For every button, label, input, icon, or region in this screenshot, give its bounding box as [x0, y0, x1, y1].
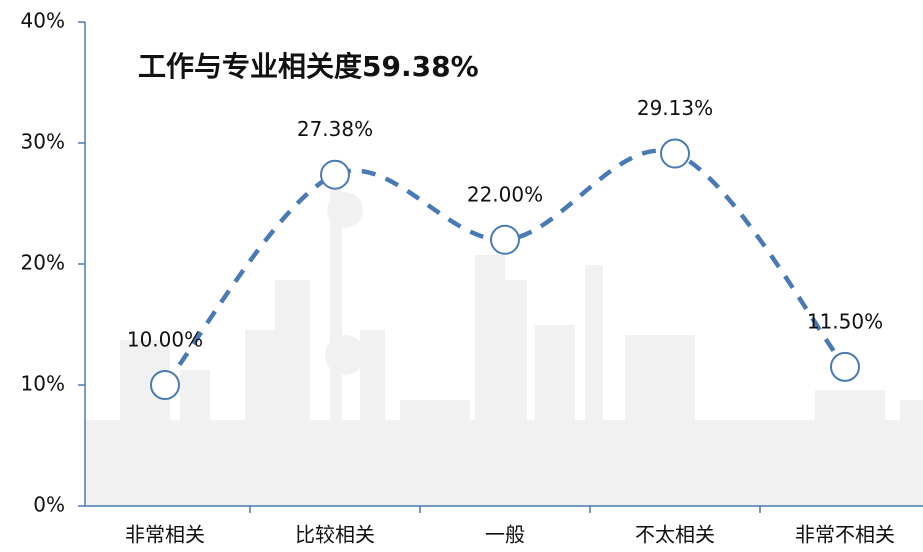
point [320, 159, 350, 190]
point [660, 138, 690, 169]
x-tick-label: 比较相关 [295, 523, 375, 547]
y-tick-label: 30% [21, 130, 65, 154]
x-tick-label: 不太相关 [635, 523, 715, 547]
y-tick-label: 20% [21, 251, 65, 275]
data-label: 22.00% [467, 182, 543, 206]
y-tick-label: 40% [21, 9, 65, 33]
x-tick-label: 非常不相关 [795, 523, 895, 547]
skyline-background [85, 160, 923, 506]
y-tick-label: 10% [21, 372, 65, 396]
point [150, 370, 180, 400]
chart-title: 工作与专业相关度59.38% [138, 50, 479, 83]
point [830, 351, 860, 382]
data-label: 11.50% [807, 309, 883, 333]
y-tick-label: 0% [33, 493, 65, 517]
x-tick-label: 非常相关 [125, 523, 205, 547]
x-tick-label: 一般 [485, 523, 525, 547]
point [490, 224, 520, 255]
data-label: 10.00% [127, 328, 203, 352]
data-label: 29.13% [637, 96, 713, 120]
data-label: 27.38% [297, 117, 373, 141]
